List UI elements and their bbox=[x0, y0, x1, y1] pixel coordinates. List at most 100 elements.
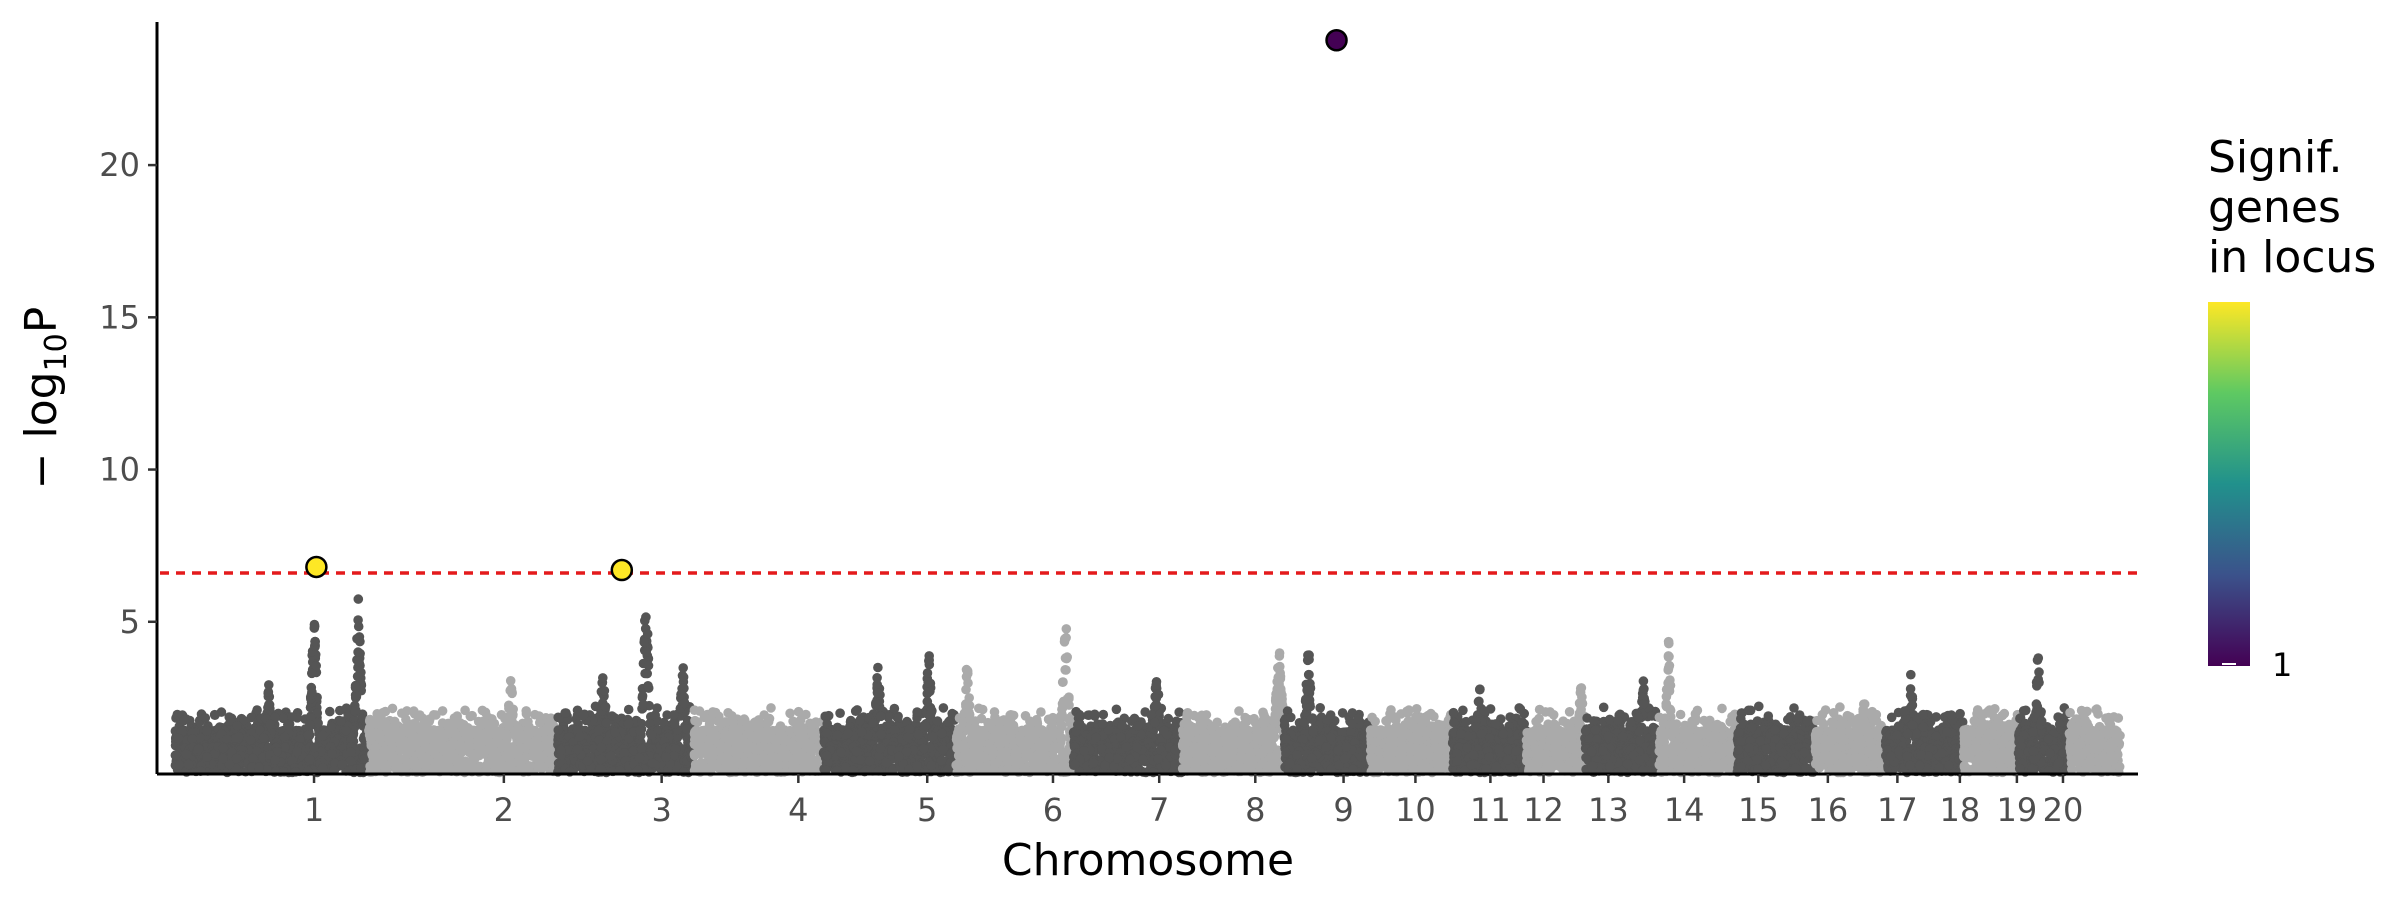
snp-point bbox=[264, 680, 274, 690]
snp-point bbox=[429, 710, 439, 720]
snp-point bbox=[926, 708, 936, 719]
snp-point bbox=[355, 648, 365, 659]
snp-point bbox=[912, 707, 922, 717]
snp-point bbox=[913, 729, 924, 740]
snp-point bbox=[766, 703, 776, 713]
snp-point bbox=[270, 755, 280, 765]
snp-point bbox=[716, 741, 727, 752]
snp-point bbox=[501, 729, 512, 740]
snp-point bbox=[596, 754, 606, 765]
snp-point bbox=[706, 715, 717, 726]
snp-point bbox=[593, 725, 604, 736]
snp-point bbox=[292, 746, 302, 757]
snp-point bbox=[532, 729, 543, 740]
snp-point bbox=[447, 747, 457, 757]
chromosome-points-1 bbox=[170, 594, 374, 778]
snp-point bbox=[904, 724, 915, 734]
snp-point bbox=[409, 709, 420, 719]
snp-point bbox=[596, 742, 607, 753]
snp-point bbox=[210, 710, 220, 720]
snp-point bbox=[805, 744, 815, 754]
snp-point bbox=[578, 710, 589, 721]
snp-point bbox=[350, 682, 361, 693]
snp-point bbox=[623, 704, 634, 715]
snp-point bbox=[499, 742, 510, 752]
snp-point bbox=[927, 731, 938, 742]
snp-point bbox=[920, 721, 931, 731]
snp-point bbox=[635, 726, 645, 736]
snp-point bbox=[398, 708, 409, 719]
snp-point bbox=[505, 676, 516, 686]
snp-point bbox=[309, 623, 320, 633]
snp-point bbox=[512, 723, 523, 734]
snp-point bbox=[876, 729, 887, 740]
snp-point bbox=[181, 749, 192, 760]
snp-point bbox=[925, 686, 935, 697]
snp-point bbox=[218, 743, 229, 753]
snp-point bbox=[305, 719, 315, 730]
snp-point bbox=[287, 712, 297, 722]
snp-point bbox=[706, 745, 717, 755]
snp-point bbox=[295, 734, 306, 744]
snp-point bbox=[350, 690, 361, 700]
snp-point bbox=[652, 703, 662, 713]
snp-point bbox=[643, 660, 654, 671]
snp-point bbox=[832, 730, 843, 740]
snp-point bbox=[850, 706, 861, 716]
snp-point bbox=[422, 727, 433, 737]
snp-point bbox=[599, 686, 610, 696]
snp-point bbox=[923, 677, 933, 688]
snp-point bbox=[646, 729, 657, 740]
snp-point bbox=[469, 754, 480, 765]
snp-point bbox=[641, 647, 652, 657]
snp-point bbox=[843, 728, 853, 739]
snp-point bbox=[341, 703, 352, 713]
snp-point bbox=[873, 662, 883, 673]
snp-point bbox=[264, 699, 274, 710]
snp-point bbox=[254, 762, 264, 773]
snp-point bbox=[543, 742, 554, 753]
snp-point bbox=[720, 762, 731, 772]
snp-point bbox=[689, 750, 700, 761]
snp-point bbox=[734, 745, 744, 756]
snp-point bbox=[317, 730, 328, 741]
snp-point bbox=[311, 661, 322, 671]
snp-point bbox=[193, 744, 204, 754]
snp-point bbox=[668, 710, 679, 720]
snp-point bbox=[601, 718, 612, 728]
snp-point bbox=[387, 703, 398, 714]
snp-point bbox=[460, 705, 470, 716]
snp-point bbox=[183, 759, 194, 770]
snp-point bbox=[768, 734, 779, 744]
snp-point bbox=[252, 705, 262, 715]
snp-point bbox=[744, 722, 754, 732]
snp-point bbox=[303, 730, 314, 740]
snp-point bbox=[411, 735, 422, 746]
snp-point bbox=[524, 761, 534, 772]
snp-point bbox=[705, 733, 715, 744]
snp-point bbox=[437, 706, 448, 716]
snp-point bbox=[855, 715, 865, 725]
snp-point bbox=[598, 673, 608, 683]
snp-point bbox=[788, 716, 798, 727]
snp-point bbox=[505, 685, 515, 696]
snp-point bbox=[179, 715, 189, 726]
snp-point bbox=[749, 731, 760, 742]
snp-point bbox=[637, 691, 648, 701]
snp-point bbox=[187, 734, 198, 744]
chromosome-points-3 bbox=[553, 612, 700, 778]
snp-point bbox=[279, 732, 290, 743]
snp-point bbox=[938, 703, 949, 713]
snp-point bbox=[639, 637, 649, 647]
snp-point bbox=[944, 717, 954, 727]
snp-point bbox=[283, 719, 293, 730]
snp-point bbox=[437, 718, 448, 728]
snp-point bbox=[484, 744, 494, 755]
snp-point bbox=[642, 668, 652, 679]
snp-point bbox=[245, 735, 256, 745]
snp-point bbox=[669, 719, 680, 729]
snp-point bbox=[642, 629, 653, 639]
snp-point bbox=[476, 720, 486, 730]
snp-point bbox=[767, 752, 777, 762]
